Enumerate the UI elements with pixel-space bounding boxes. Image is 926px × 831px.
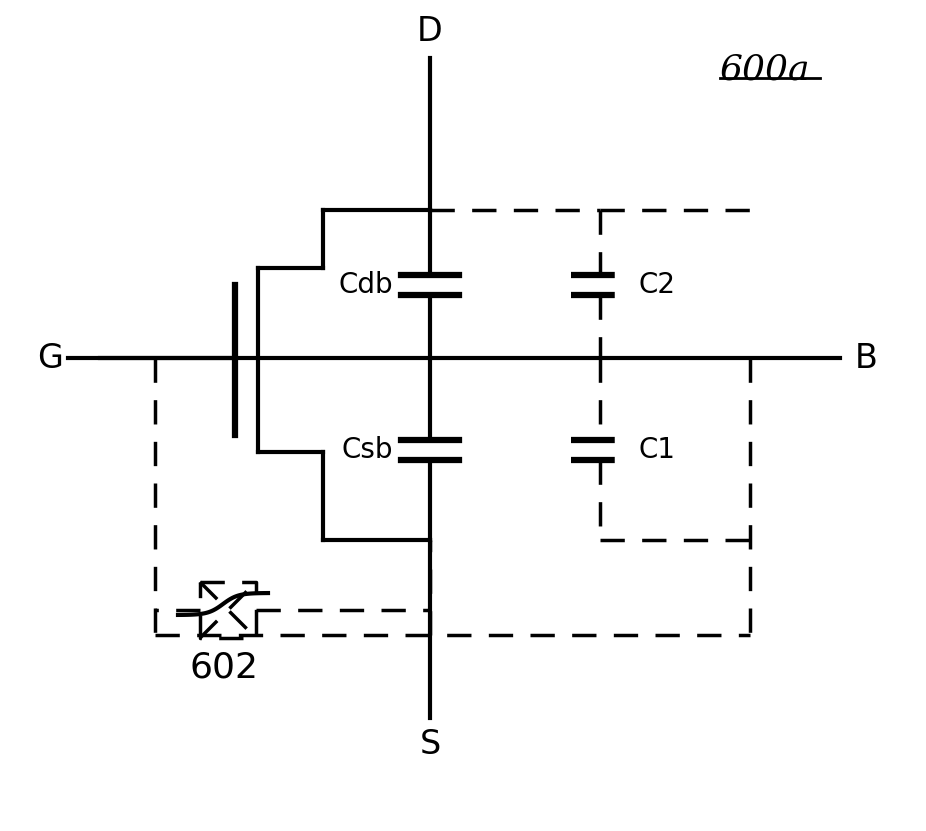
Text: C2: C2 bbox=[639, 271, 676, 299]
Text: Csb: Csb bbox=[342, 436, 393, 464]
Text: D: D bbox=[417, 15, 443, 48]
Text: 600a: 600a bbox=[720, 52, 810, 86]
Text: G: G bbox=[37, 342, 63, 375]
Text: 602: 602 bbox=[190, 651, 259, 685]
Text: Cdb: Cdb bbox=[338, 271, 393, 299]
Text: B: B bbox=[855, 342, 878, 375]
Text: C1: C1 bbox=[639, 436, 676, 464]
Text: S: S bbox=[419, 728, 441, 761]
